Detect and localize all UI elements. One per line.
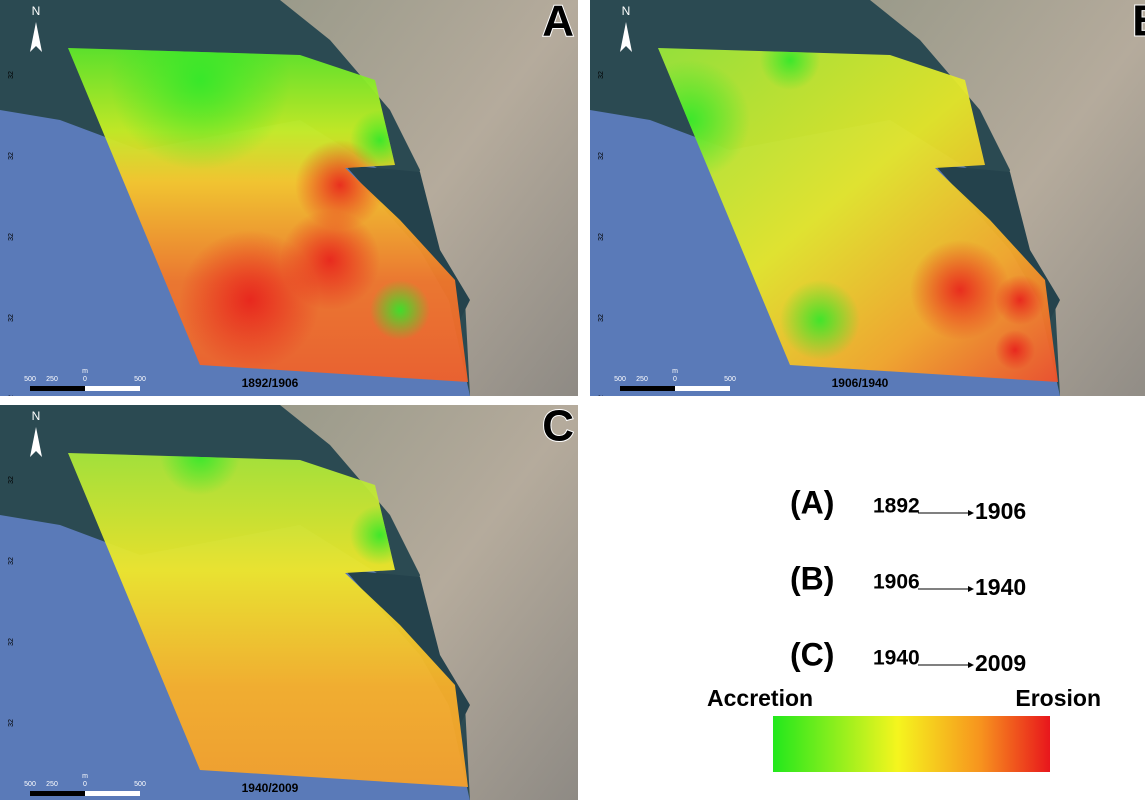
scale-label: 0 bbox=[83, 376, 87, 383]
map-panel: B N 1906/1940 500 250 0 500 m 32 32 32 32 32 -9 -9 -9 -9 bbox=[590, 0, 1145, 408]
panel-letter: A bbox=[542, 0, 574, 46]
legend-to: 2009 bbox=[975, 650, 1026, 676]
north-label: N bbox=[622, 4, 631, 18]
scale-label: 250 bbox=[46, 376, 58, 383]
period-label: 1892/1906 bbox=[242, 376, 299, 390]
lat-label: 32 bbox=[598, 314, 605, 322]
lat-label: 32 bbox=[8, 395, 15, 403]
legend-panel: (C) bbox=[790, 636, 834, 672]
lat-label: 32 bbox=[8, 314, 15, 322]
period-label: 1940/2009 bbox=[242, 781, 299, 795]
scale-label: 500 bbox=[24, 781, 36, 788]
legend-arrowhead bbox=[968, 586, 974, 592]
lat-label: 32 bbox=[8, 233, 15, 241]
scale-label: 250 bbox=[46, 781, 58, 788]
legend: (A) 1892 1906 (B) 1906 1940 (C) 1940 2009 Accreti… bbox=[707, 484, 1101, 772]
scale-bar-light bbox=[85, 791, 140, 796]
lat-label: 32 bbox=[598, 71, 605, 79]
figure: A N 1892/1906 500 250 0 500 m 32 32 32 32 32 -9 -9 -9 -9… bbox=[0, 0, 1145, 800]
panel-letter: B bbox=[1132, 0, 1145, 46]
lon-label: -9 bbox=[942, 401, 948, 408]
legend-to: 1906 bbox=[975, 498, 1026, 524]
accretion-zone bbox=[370, 280, 430, 340]
scale-label: 250 bbox=[636, 376, 648, 383]
north-label: N bbox=[32, 409, 41, 423]
lon-label: -9 bbox=[712, 401, 718, 408]
legend-panel: (B) bbox=[790, 560, 834, 596]
lon-label: -9 bbox=[1057, 401, 1063, 408]
lat-label: 32 bbox=[8, 638, 15, 646]
scale-bar-light bbox=[675, 386, 730, 391]
legend-panel: (A) bbox=[790, 484, 834, 520]
legend-from: 1940 bbox=[873, 647, 920, 670]
period-label: 1906/1940 bbox=[832, 376, 889, 390]
legend-arrowhead bbox=[968, 510, 974, 516]
legend-from: 1906 bbox=[873, 571, 920, 594]
lat-label: 32 bbox=[598, 395, 605, 403]
scale-label: 0 bbox=[83, 781, 87, 788]
lat-label: 32 bbox=[8, 557, 15, 565]
scale-unit: m bbox=[672, 368, 678, 375]
lat-label: 32 bbox=[8, 719, 15, 727]
legend-from: 1892 bbox=[873, 495, 920, 518]
lat-label: 32 bbox=[8, 152, 15, 160]
accretion-zone bbox=[780, 280, 860, 360]
lon-label: -9 bbox=[827, 401, 833, 408]
scale-label: 0 bbox=[673, 376, 677, 383]
legend-to: 1940 bbox=[975, 574, 1026, 600]
erosion-zone bbox=[910, 240, 1010, 340]
lat-label: 32 bbox=[598, 152, 605, 160]
lat-label: 32 bbox=[598, 233, 605, 241]
scale-label: 500 bbox=[134, 376, 146, 383]
erosion-zone bbox=[995, 330, 1035, 370]
scale-label: 500 bbox=[134, 781, 146, 788]
scale-bar-light bbox=[85, 386, 140, 391]
legend-arrowhead bbox=[968, 662, 974, 668]
scale-unit: m bbox=[82, 368, 88, 375]
legend-low: Accretion bbox=[707, 685, 813, 711]
legend-high: Erosion bbox=[1015, 685, 1101, 711]
scale-label: 500 bbox=[614, 376, 626, 383]
panel-letter: C bbox=[542, 402, 574, 451]
lat-label: 32 bbox=[8, 71, 15, 79]
color-bar bbox=[773, 716, 1050, 772]
north-label: N bbox=[32, 4, 41, 18]
scale-unit: m bbox=[82, 773, 88, 780]
lat-label: 32 bbox=[8, 476, 15, 484]
scale-label: 500 bbox=[724, 376, 736, 383]
scale-label: 500 bbox=[24, 376, 36, 383]
erosion-zone bbox=[280, 210, 380, 310]
